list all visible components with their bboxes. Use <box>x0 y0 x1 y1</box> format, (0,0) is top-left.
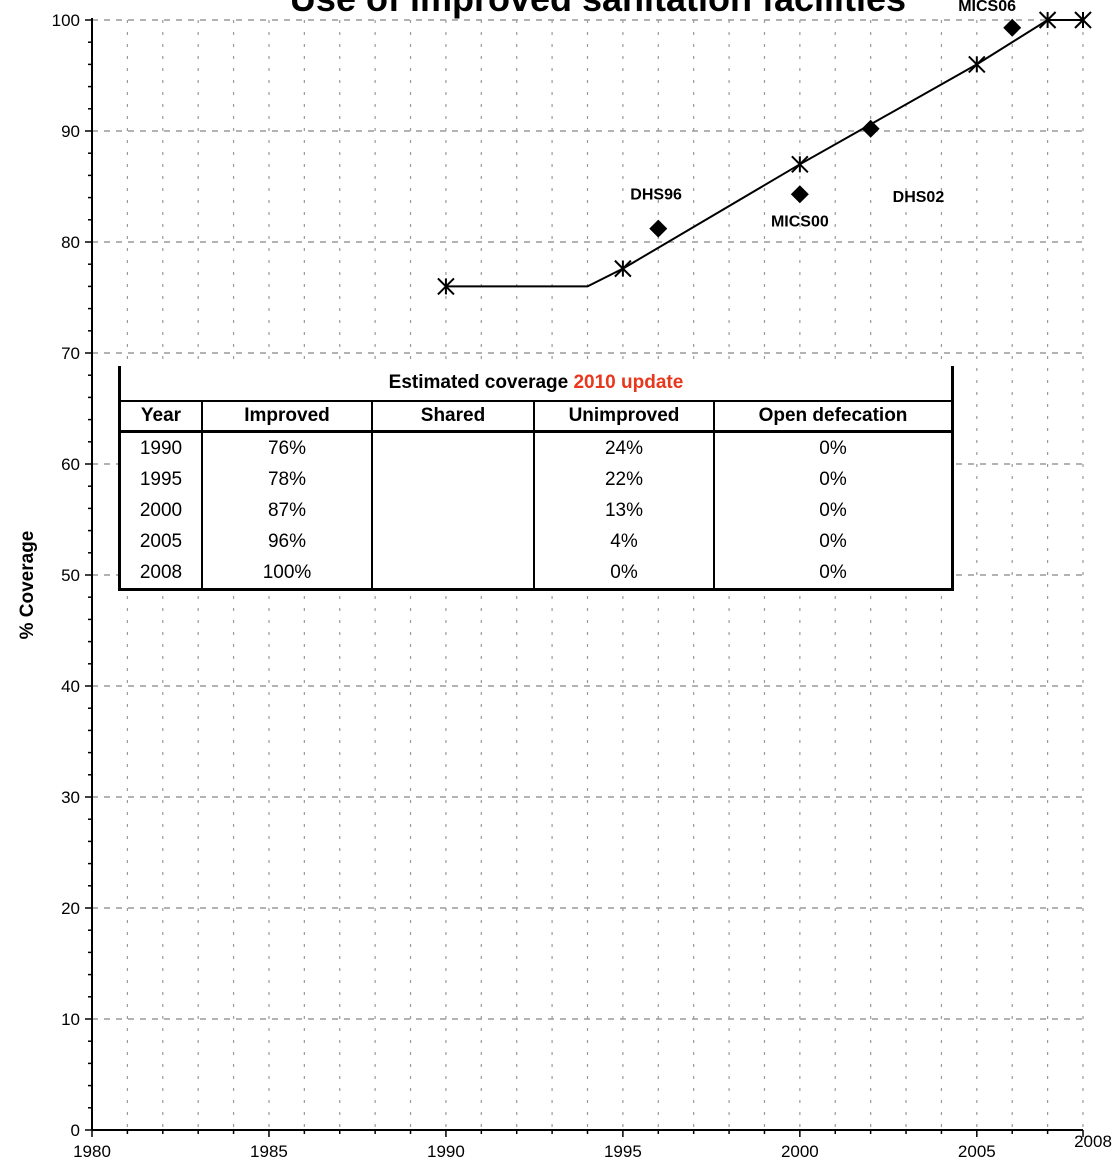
y-tick-label: 80 <box>61 233 80 252</box>
header-shared: Shared <box>372 400 535 433</box>
survey-point-diamond <box>861 119 880 138</box>
y-tick-label: 60 <box>61 455 80 474</box>
survey-point-label: DHS02 <box>893 189 945 206</box>
cell-shared <box>372 557 535 588</box>
table-row: 1990 76% 24% 0% <box>121 431 951 464</box>
cell-improved: 78% <box>202 464 373 495</box>
star-marker <box>968 55 986 74</box>
star-marker <box>1038 11 1057 29</box>
cell-unimproved: 13% <box>534 495 715 526</box>
x-tick-label: 1990 <box>427 1142 465 1161</box>
star-marker <box>791 155 809 174</box>
cell-unimproved: 24% <box>534 431 715 464</box>
y-tick-label: 30 <box>61 788 80 807</box>
cell-unimproved: 22% <box>534 464 715 495</box>
header-open-defecation: Open defecation <box>714 400 951 433</box>
y-tick-label: 10 <box>61 1010 80 1029</box>
x-tick-label: 1995 <box>604 1142 642 1161</box>
cell-shared <box>372 495 535 526</box>
y-tick-label: 70 <box>61 344 80 363</box>
star-marker <box>1074 11 1092 29</box>
cell-open-defecation: 0% <box>819 468 847 490</box>
cell-year: 1990 <box>121 431 203 464</box>
table-header-row: Year Improved Shared Unimproved Open def… <box>121 400 951 433</box>
header-year: Year <box>121 400 203 433</box>
y-tick-label: 100 <box>52 11 80 30</box>
star-marker <box>614 259 632 278</box>
cell-open-defecation: 0% <box>819 530 847 552</box>
series: DHS96 MICS00 DHS02 MICS06 <box>437 0 1092 296</box>
cell-improved: 100% <box>202 557 373 588</box>
y-tick-label: 90 <box>61 122 80 141</box>
cell-improved: 96% <box>202 526 373 557</box>
y-tick-label: 0 <box>71 1121 80 1140</box>
chart-title: Use of improved sanitation facilities <box>290 0 906 19</box>
survey-point-label: DHS96 <box>630 187 682 204</box>
x-tick-label: 1985 <box>250 1142 288 1161</box>
cell-improved: 87% <box>202 495 373 526</box>
y-tick-label: 20 <box>61 899 80 918</box>
cell-improved: 76% <box>202 431 373 464</box>
survey-point-label: MICS06 <box>958 0 1016 15</box>
y-tick-label: 40 <box>61 677 80 696</box>
y-tick-labels: 0 10 20 30 40 50 60 70 80 90 100 <box>52 11 80 1140</box>
star-marker <box>437 277 455 296</box>
cell-year: 2005 <box>121 526 203 557</box>
survey-point-diamond <box>1003 18 1022 37</box>
cell-shared <box>372 464 535 495</box>
table-row: 2005 96% 4% 0% <box>121 526 951 557</box>
x-tick-label: 1980 <box>73 1142 111 1161</box>
cell-year: 1995 <box>121 464 203 495</box>
table-title-text: Estimated coverage <box>388 372 569 393</box>
cell-year: 2008 <box>121 557 203 588</box>
survey-point-diamond <box>790 185 809 204</box>
x-tick-labels: 1980 1985 1990 1995 2000 2005 2008 <box>73 1132 1112 1161</box>
cell-open-defecation: 0% <box>819 437 847 459</box>
cell-shared <box>372 526 535 557</box>
header-improved: Improved <box>202 400 373 433</box>
cell-shared <box>372 431 535 464</box>
y-tick-label: 50 <box>61 566 80 585</box>
header-unimproved: Unimproved <box>534 400 715 433</box>
table-title: Estimated coverage 2010 update <box>121 366 951 400</box>
cell-unimproved: 4% <box>534 526 715 557</box>
cell-open-defecation: 0% <box>819 499 847 521</box>
coverage-data-table: Year Improved Shared Unimproved Open def… <box>121 400 951 588</box>
survey-point-diamond <box>649 219 668 238</box>
cell-unimproved: 0% <box>534 557 715 588</box>
y-axis-label: % Coverage <box>17 531 38 640</box>
x-tick-label: 2000 <box>781 1142 819 1161</box>
cell-open-defecation: 0% <box>819 561 847 583</box>
table-row: 2008 100% 0% 0% <box>121 557 951 588</box>
x-tick-label: 2005 <box>958 1142 996 1161</box>
survey-point-label: MICS00 <box>771 213 829 230</box>
coverage-table: Estimated coverage 2010 update Year Impr… <box>118 366 954 591</box>
axes <box>85 18 1084 1137</box>
table-row: 2000 87% 13% 0% <box>121 495 951 526</box>
table-title-highlight: 2010 update <box>573 372 684 393</box>
x-tick-label: 2008 <box>1074 1132 1112 1151</box>
table-row: 1995 78% 22% 0% <box>121 464 951 495</box>
cell-year: 2000 <box>121 495 203 526</box>
